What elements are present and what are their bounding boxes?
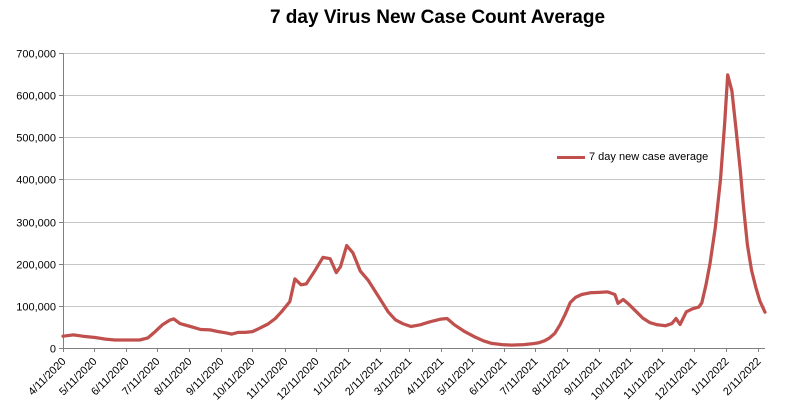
y-tick-label: 0 (50, 344, 56, 356)
y-tick-label: 500,000 (16, 133, 56, 145)
y-tick-label: 300,000 (16, 218, 56, 230)
y-tick-label: 100,000 (16, 302, 56, 314)
y-tick-label: 400,000 (16, 175, 56, 187)
y-tick-label: 600,000 (16, 91, 56, 103)
legend-label: 7 day new case average (589, 151, 709, 163)
y-tick-label: 200,000 (16, 260, 56, 272)
legend: 7 day new case average (557, 151, 708, 163)
chart-title: 7 day Virus New Case Count Average (269, 7, 606, 28)
series-line (61, 73, 767, 347)
legend-line-marker (557, 155, 585, 159)
y-tick-label: 700,000 (16, 49, 56, 61)
